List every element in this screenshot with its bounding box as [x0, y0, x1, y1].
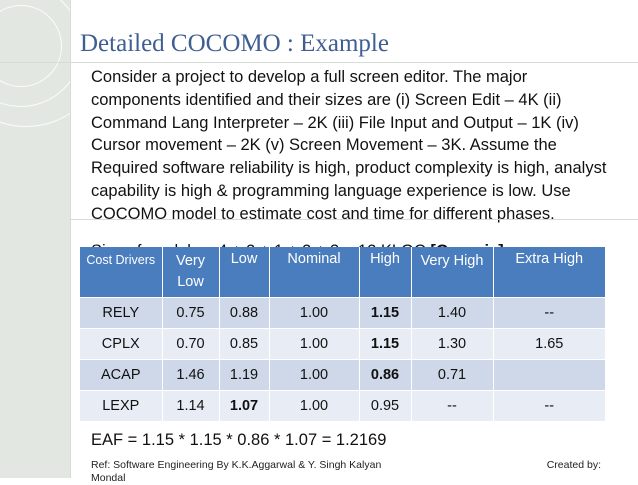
table-cell: 0.88 — [218, 297, 269, 329]
footer-reference: Ref: Software Engineering By K.K.Aggarwa… — [91, 459, 382, 484]
header-very-low: Very Low — [161, 247, 219, 298]
header-extra-high: Extra High — [492, 247, 605, 298]
content-divider — [70, 219, 638, 220]
table-row: CPLX 0.70 0.85 1.00 1.15 1.30 1.65 — [80, 328, 605, 360]
table-cell: -- — [492, 297, 605, 329]
eaf-equation: EAF = 1.15 * 1.15 * 0.86 * 1.07 = 1.2169 — [91, 431, 387, 449]
table-cell: 1.00 — [268, 297, 359, 329]
table-cell: 0.71 — [410, 359, 493, 391]
table-cell: LEXP — [80, 390, 162, 421]
table-cell: 0.75 — [161, 297, 219, 329]
table-cell: CPLX — [80, 328, 162, 360]
table-cell — [492, 359, 605, 391]
title-divider — [0, 62, 638, 63]
cost-driver-table: Cost Drivers Very Low Low Nominal High V… — [80, 247, 605, 421]
header-low: Low — [218, 247, 269, 298]
cost-driver-table-wrap: Cost Drivers Very Low Low Nominal High V… — [80, 247, 605, 421]
table-row: LEXP 1.14 1.07 1.00 0.95 -- -- — [80, 390, 605, 421]
header-very-high: Very High — [410, 247, 493, 298]
table-cell: 1.19 — [218, 359, 269, 391]
table-cell: 0.70 — [161, 328, 219, 360]
table-cell: 1.00 — [268, 390, 359, 421]
header-cost-drivers: Cost Drivers — [80, 247, 162, 298]
table-cell: -- — [410, 390, 493, 421]
table-header-row: Cost Drivers Very Low Low Nominal High V… — [80, 247, 605, 298]
table-cell-selected: 1.15 — [358, 297, 411, 329]
table-cell: 1.00 — [268, 359, 359, 391]
table-cell: 1.30 — [410, 328, 493, 360]
table-cell-selected: 1.07 — [218, 390, 269, 421]
table-cell: RELY — [80, 297, 162, 329]
problem-statement: Consider a project to develop a full scr… — [91, 68, 607, 223]
table-cell: 1.14 — [161, 390, 219, 421]
table-row: RELY 0.75 0.88 1.00 1.15 1.40 -- — [80, 297, 605, 329]
header-high: High — [358, 247, 411, 298]
table-cell-selected: 0.86 — [358, 359, 411, 391]
slide-title: Detailed COCOMO : Example — [80, 30, 389, 57]
table-row: ACAP 1.46 1.19 1.00 0.86 0.71 — [80, 359, 605, 391]
table-cell: 1.65 — [492, 328, 605, 360]
table-cell: -- — [492, 390, 605, 421]
footer-credit: Created by: — [546, 459, 601, 471]
table-cell: 1.46 — [161, 359, 219, 391]
decorative-sidebar — [0, 0, 70, 478]
table-cell: 1.00 — [268, 328, 359, 360]
table-cell: 0.95 — [358, 390, 411, 421]
header-nominal: Nominal — [268, 247, 359, 298]
table-cell: 0.85 — [218, 328, 269, 360]
decorative-ring — [0, 0, 70, 127]
table-cell-selected: 1.15 — [358, 328, 411, 360]
sidebar-divider — [70, 0, 71, 478]
table-cell: ACAP — [80, 359, 162, 391]
table-cell: 1.40 — [410, 297, 493, 329]
